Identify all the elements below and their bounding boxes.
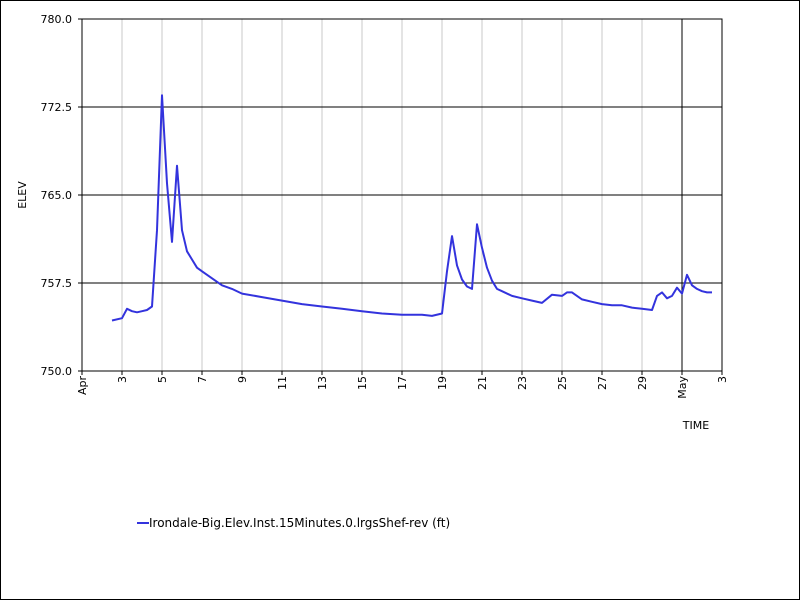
series-line — [111, 94, 712, 322]
x-tick-label: May — [676, 376, 689, 399]
legend-label: Irondale-Big.Elev.Inst.15Minutes.0.lrgsS… — [149, 516, 450, 530]
y-axis-ticks: 750.0 757.5 765.0 772.5 780.0 — [41, 13, 82, 378]
x-tick-label: 3 — [116, 376, 129, 383]
x-tick-label: 29 — [636, 376, 649, 390]
x-axis-ticks: Apr 3 5 7 9 11 13 15 17 19 21 23 25 27 29 May 3 — [76, 371, 729, 399]
x-tick-label: 19 — [436, 376, 449, 390]
x-tick-label: 3 — [716, 376, 729, 383]
y-tick-label: 750.0 — [41, 365, 73, 378]
legend: Irondale-Big.Elev.Inst.15Minutes.0.lrgsS… — [137, 516, 450, 530]
x-tick-label: 17 — [396, 376, 409, 390]
y-tick-label: 757.5 — [41, 277, 73, 290]
y-axis-title: ELEV — [16, 181, 29, 209]
x-tick-label: 9 — [236, 376, 249, 383]
y-tick-label: 765.0 — [41, 189, 73, 202]
x-axis-title: TIME — [682, 419, 709, 432]
x-tick-label: Apr — [76, 376, 89, 396]
series-layer — [111, 94, 712, 322]
x-tick-label: 7 — [196, 376, 209, 383]
x-tick-label: 11 — [276, 376, 289, 390]
x-tick-label: 27 — [596, 376, 609, 390]
grid-lines — [81, 19, 723, 371]
x-tick-label: 21 — [476, 376, 489, 390]
x-tick-label: 13 — [316, 376, 329, 390]
x-tick-label: 25 — [556, 376, 569, 390]
x-tick-label: 23 — [516, 376, 529, 390]
y-tick-label: 780.0 — [41, 13, 73, 26]
x-tick-label: 5 — [156, 376, 169, 383]
x-tick-label: 15 — [356, 376, 369, 390]
y-tick-label: 772.5 — [41, 101, 73, 114]
